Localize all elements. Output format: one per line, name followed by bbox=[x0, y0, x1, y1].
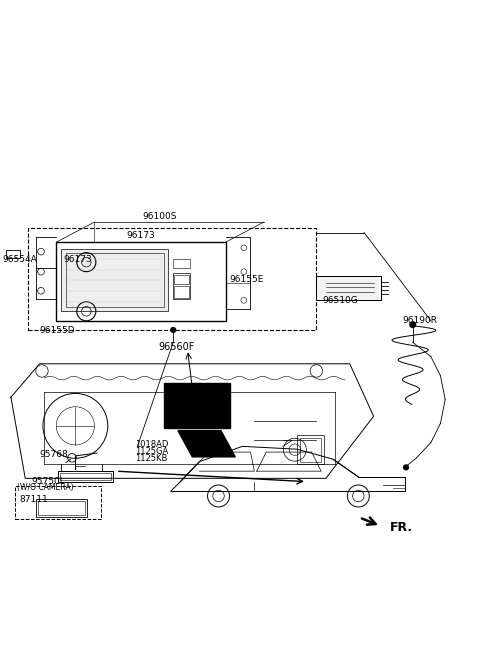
Text: 1125GA: 1125GA bbox=[135, 447, 168, 456]
Text: 1018AD: 1018AD bbox=[135, 440, 168, 449]
Bar bbox=[15, 487, 101, 519]
Bar bbox=[60, 473, 111, 480]
Bar bbox=[174, 275, 189, 284]
Bar bbox=[297, 436, 324, 464]
Bar bbox=[28, 228, 316, 331]
Bar bbox=[173, 259, 190, 268]
Text: 96510G: 96510G bbox=[322, 296, 358, 304]
Text: 95750L: 95750L bbox=[31, 477, 65, 486]
Bar bbox=[66, 253, 164, 306]
Polygon shape bbox=[178, 430, 235, 457]
Text: 87111: 87111 bbox=[20, 495, 48, 504]
Text: 96190R: 96190R bbox=[402, 316, 437, 325]
Bar bbox=[56, 242, 226, 321]
Text: 96155D: 96155D bbox=[39, 326, 75, 335]
Circle shape bbox=[410, 322, 416, 327]
Bar bbox=[58, 471, 113, 482]
Text: 96554A: 96554A bbox=[3, 255, 37, 264]
Bar bbox=[174, 287, 189, 298]
Bar bbox=[36, 499, 87, 517]
Text: 95768: 95768 bbox=[39, 450, 68, 459]
Text: (W/O CAMERA): (W/O CAMERA) bbox=[17, 483, 74, 492]
Polygon shape bbox=[164, 383, 230, 428]
Circle shape bbox=[404, 465, 408, 470]
Bar bbox=[316, 276, 381, 300]
Bar bbox=[173, 273, 190, 299]
Text: 96173: 96173 bbox=[63, 255, 92, 264]
Bar bbox=[6, 250, 20, 258]
Bar bbox=[316, 276, 381, 300]
Text: 1125KB: 1125KB bbox=[135, 454, 168, 462]
Bar bbox=[37, 501, 85, 515]
Circle shape bbox=[171, 327, 176, 333]
Text: 96155E: 96155E bbox=[229, 275, 264, 284]
Text: 96100S: 96100S bbox=[142, 212, 177, 221]
Bar bbox=[61, 249, 168, 312]
Text: 96173: 96173 bbox=[126, 232, 155, 240]
Bar bbox=[300, 438, 321, 462]
Text: 96560F: 96560F bbox=[159, 342, 195, 352]
Text: FR.: FR. bbox=[390, 521, 413, 534]
